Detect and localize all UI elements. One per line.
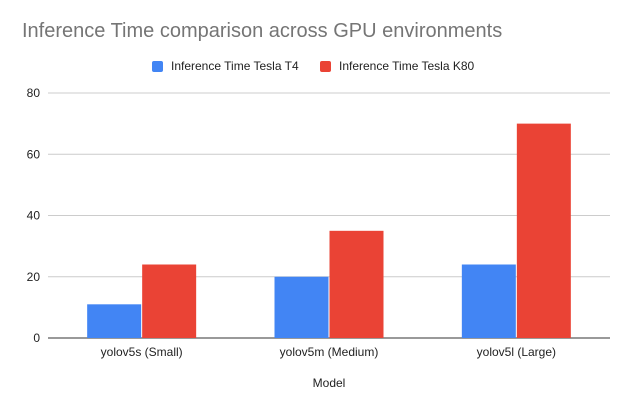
legend: Inference Time Tesla T4 Inference Time T… — [0, 58, 631, 74]
chart-title: Inference Time comparison across GPU env… — [22, 20, 503, 42]
legend-item-k80[interactable]: Inference Time Tesla K80 — [320, 58, 474, 74]
legend-label-k80: Inference Time Tesla K80 — [339, 59, 475, 73]
legend-swatch-t4 — [152, 60, 163, 72]
y-tick-label: 20 — [27, 270, 41, 284]
bars — [87, 123, 571, 339]
bar-k80[interactable] — [142, 264, 197, 339]
legend-item-t4[interactable]: Inference Time Tesla T4 — [152, 58, 299, 74]
bar-k80[interactable] — [329, 230, 384, 338]
y-tick-labels: 0 20 40 60 80 — [27, 86, 41, 345]
legend-label-t4: Inference Time Tesla T4 — [171, 59, 299, 73]
bar-t4[interactable] — [274, 276, 329, 338]
x-tick-label: yolov5s (Small) — [101, 345, 183, 359]
y-tick-label: 60 — [27, 147, 41, 161]
gridlines — [48, 92, 610, 339]
x-tick-label: yolov5m (Medium) — [280, 345, 379, 359]
legend-swatch-k80 — [320, 60, 331, 72]
y-tick-label: 40 — [27, 209, 41, 223]
y-tick-label: 0 — [33, 331, 40, 345]
y-tick-label: 80 — [27, 86, 41, 100]
bar-t4[interactable] — [87, 304, 142, 338]
x-tick-label: yolov5l (Large) — [477, 345, 556, 359]
bar-t4[interactable] — [461, 264, 516, 339]
x-tick-labels: yolov5s (Small) yolov5m (Medium) yolov5l (… — [101, 345, 556, 359]
bar-k80[interactable] — [516, 123, 571, 338]
x-axis-title: Model — [313, 376, 346, 390]
